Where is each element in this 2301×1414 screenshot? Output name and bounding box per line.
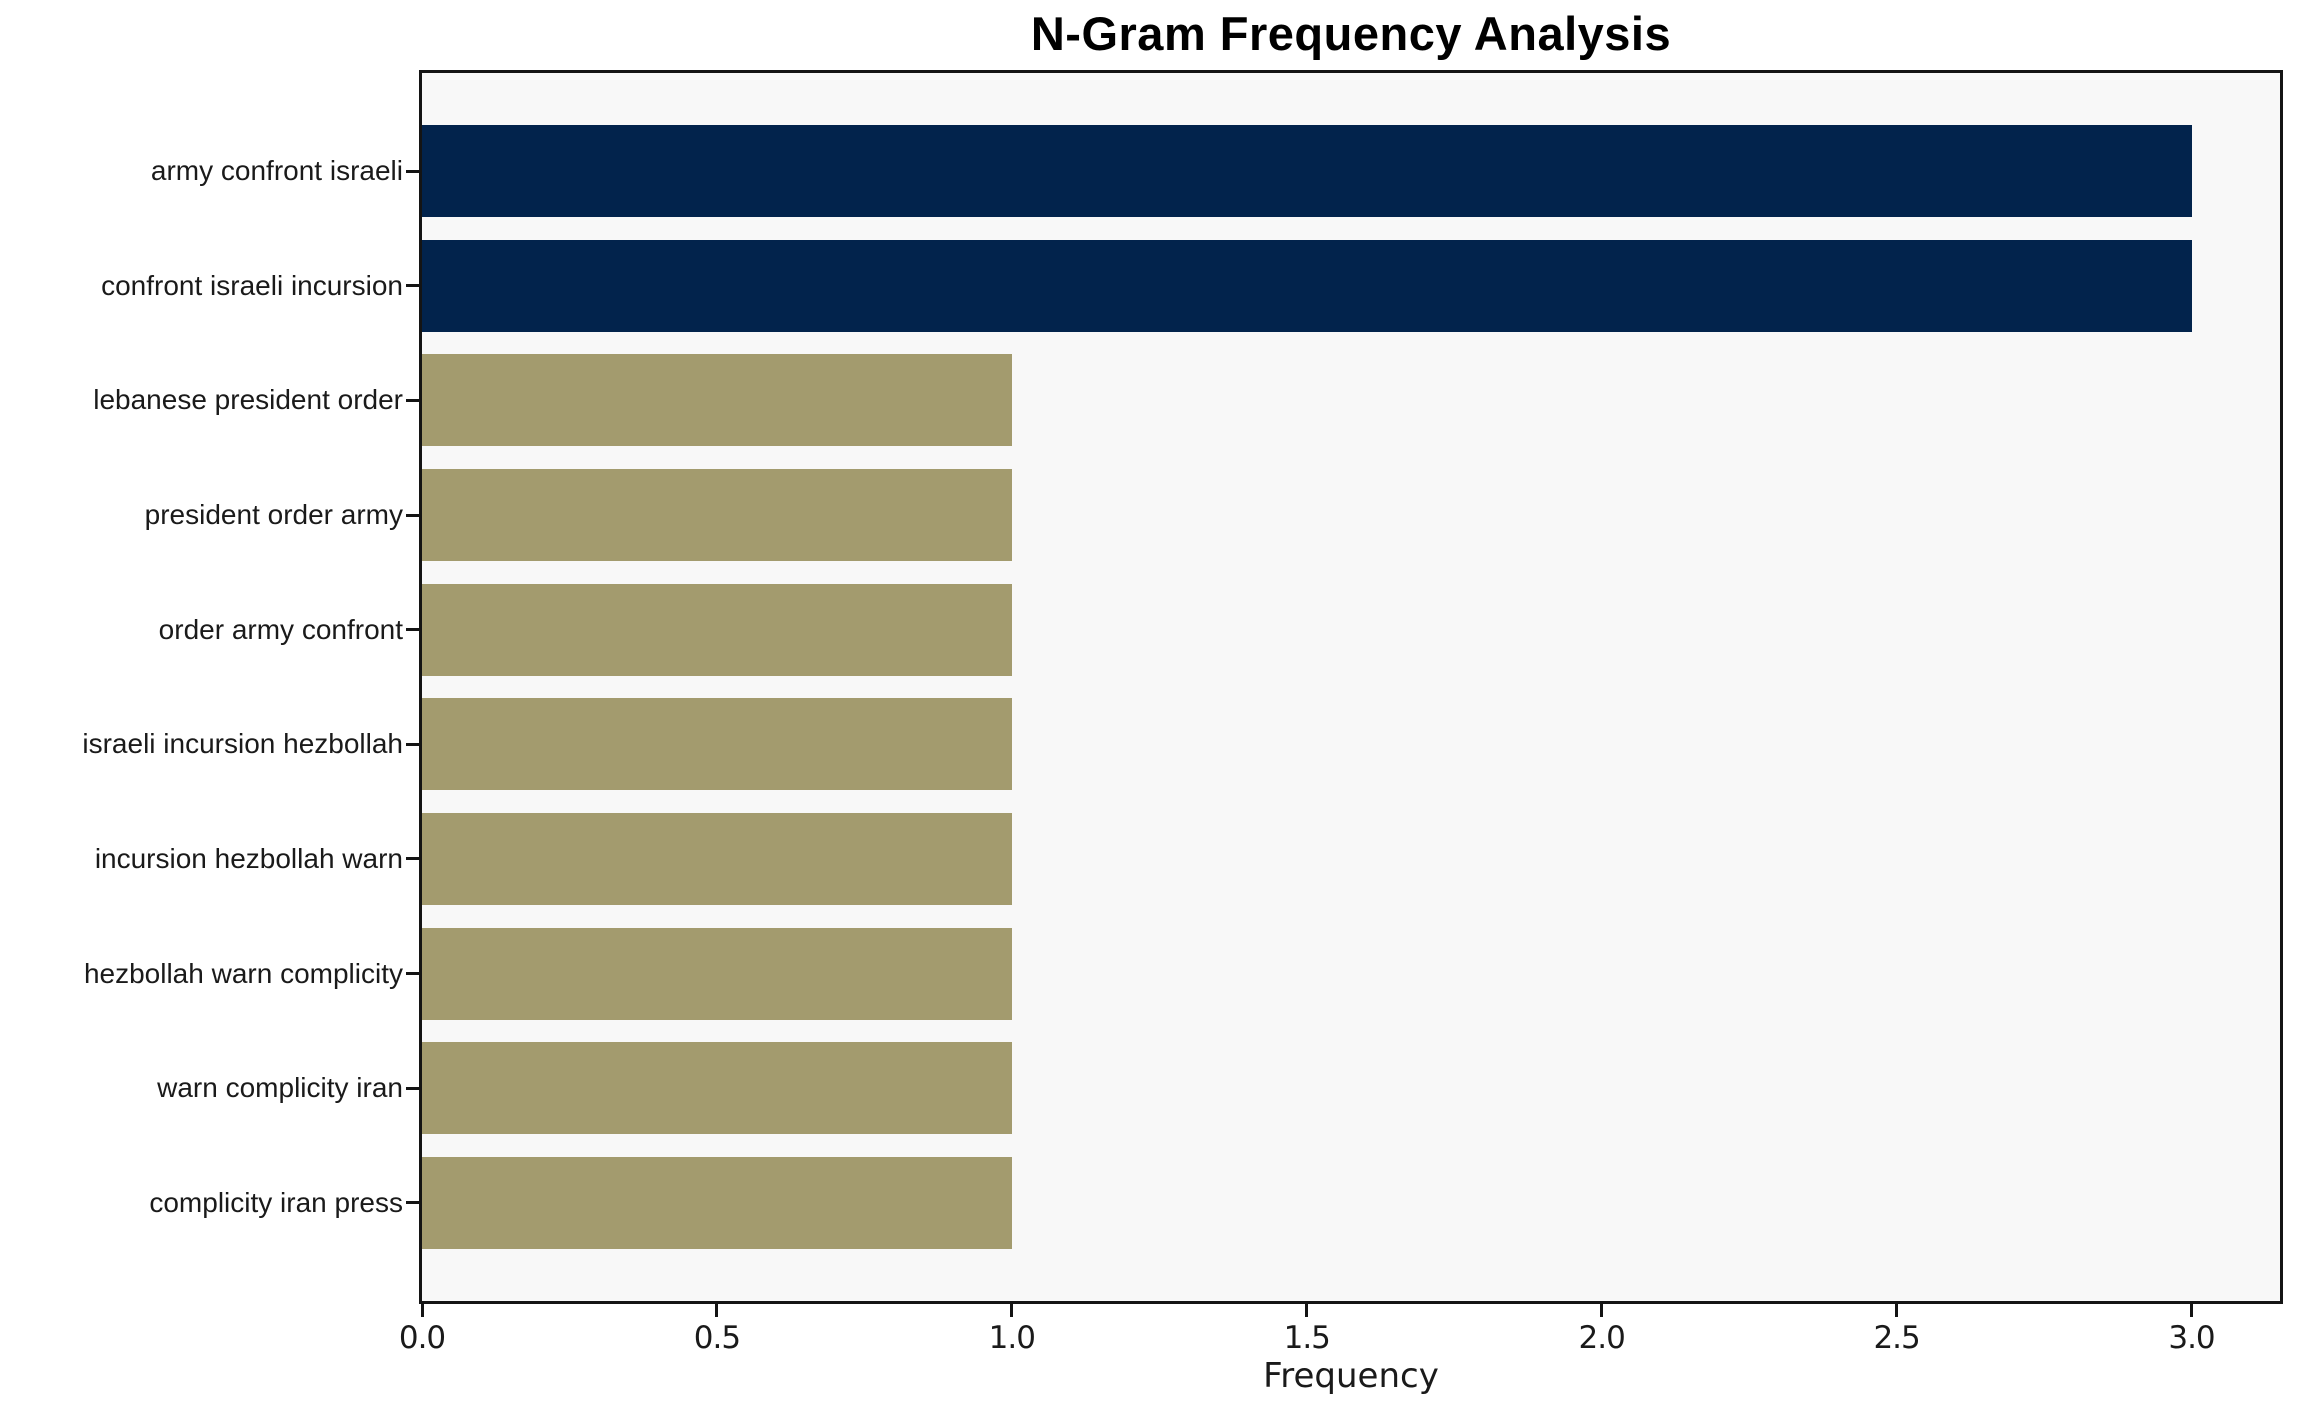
bar <box>422 1157 1012 1249</box>
x-tick-label: 3.0 <box>2168 1320 2215 1356</box>
y-tick-mark <box>406 742 419 746</box>
x-tick-label: 1.5 <box>1283 1320 1331 1356</box>
x-tick-mark <box>1010 1303 1014 1317</box>
bar <box>422 354 1012 447</box>
bar <box>422 927 1012 1020</box>
bar <box>422 125 2192 217</box>
bar <box>422 1042 1012 1135</box>
y-tick-label: confront israeli incursion <box>101 269 403 301</box>
y-tick-mark <box>406 628 419 632</box>
y-tick-mark <box>406 1086 419 1090</box>
y-tick-label: israeli incursion hezbollah <box>82 728 403 760</box>
y-tick-label: warn complicity iran <box>157 1072 403 1104</box>
y-tick-label: lebanese president order <box>93 384 403 416</box>
x-tick-label: 2.5 <box>1873 1320 1920 1356</box>
bar <box>422 698 1012 791</box>
y-tick-mark <box>406 284 419 288</box>
y-tick-mark <box>406 1201 419 1205</box>
x-tick-label: 2.0 <box>1578 1320 1626 1356</box>
y-tick-label: hezbollah warn complicity <box>83 957 403 989</box>
y-tick-label: army confront israeli <box>150 155 403 187</box>
y-tick-label: president order army <box>144 499 403 530</box>
x-tick-mark <box>420 1303 424 1317</box>
x-tick-label: 0.0 <box>398 1320 446 1356</box>
x-tick-mark <box>1600 1303 1604 1317</box>
y-tick-label: incursion hezbollah warn <box>94 842 403 874</box>
x-tick-mark <box>1895 1303 1899 1317</box>
x-tick-mark <box>715 1303 719 1317</box>
y-tick-mark <box>406 857 419 861</box>
chart-title: N-Gram Frequency Analysis <box>1030 7 1672 60</box>
x-tick-mark <box>2190 1303 2194 1317</box>
y-tick-mark <box>406 972 419 976</box>
y-tick-label: order army confront <box>158 613 403 645</box>
y-tick-mark <box>406 169 419 173</box>
plot-area <box>419 70 2283 1304</box>
x-tick-label: 1.0 <box>988 1320 1036 1356</box>
x-axis-title: Frequency <box>1263 1356 1439 1396</box>
bar <box>422 583 1012 676</box>
y-tick-label: complicity iran press <box>149 1186 403 1218</box>
bar <box>422 813 1012 905</box>
y-tick-mark <box>406 513 419 517</box>
x-tick-mark <box>1305 1303 1309 1317</box>
bars-container <box>422 73 2280 1301</box>
y-tick-mark <box>406 398 419 402</box>
x-tick-label: 0.5 <box>693 1320 741 1356</box>
bar <box>422 469 1012 561</box>
bar <box>422 239 2192 332</box>
